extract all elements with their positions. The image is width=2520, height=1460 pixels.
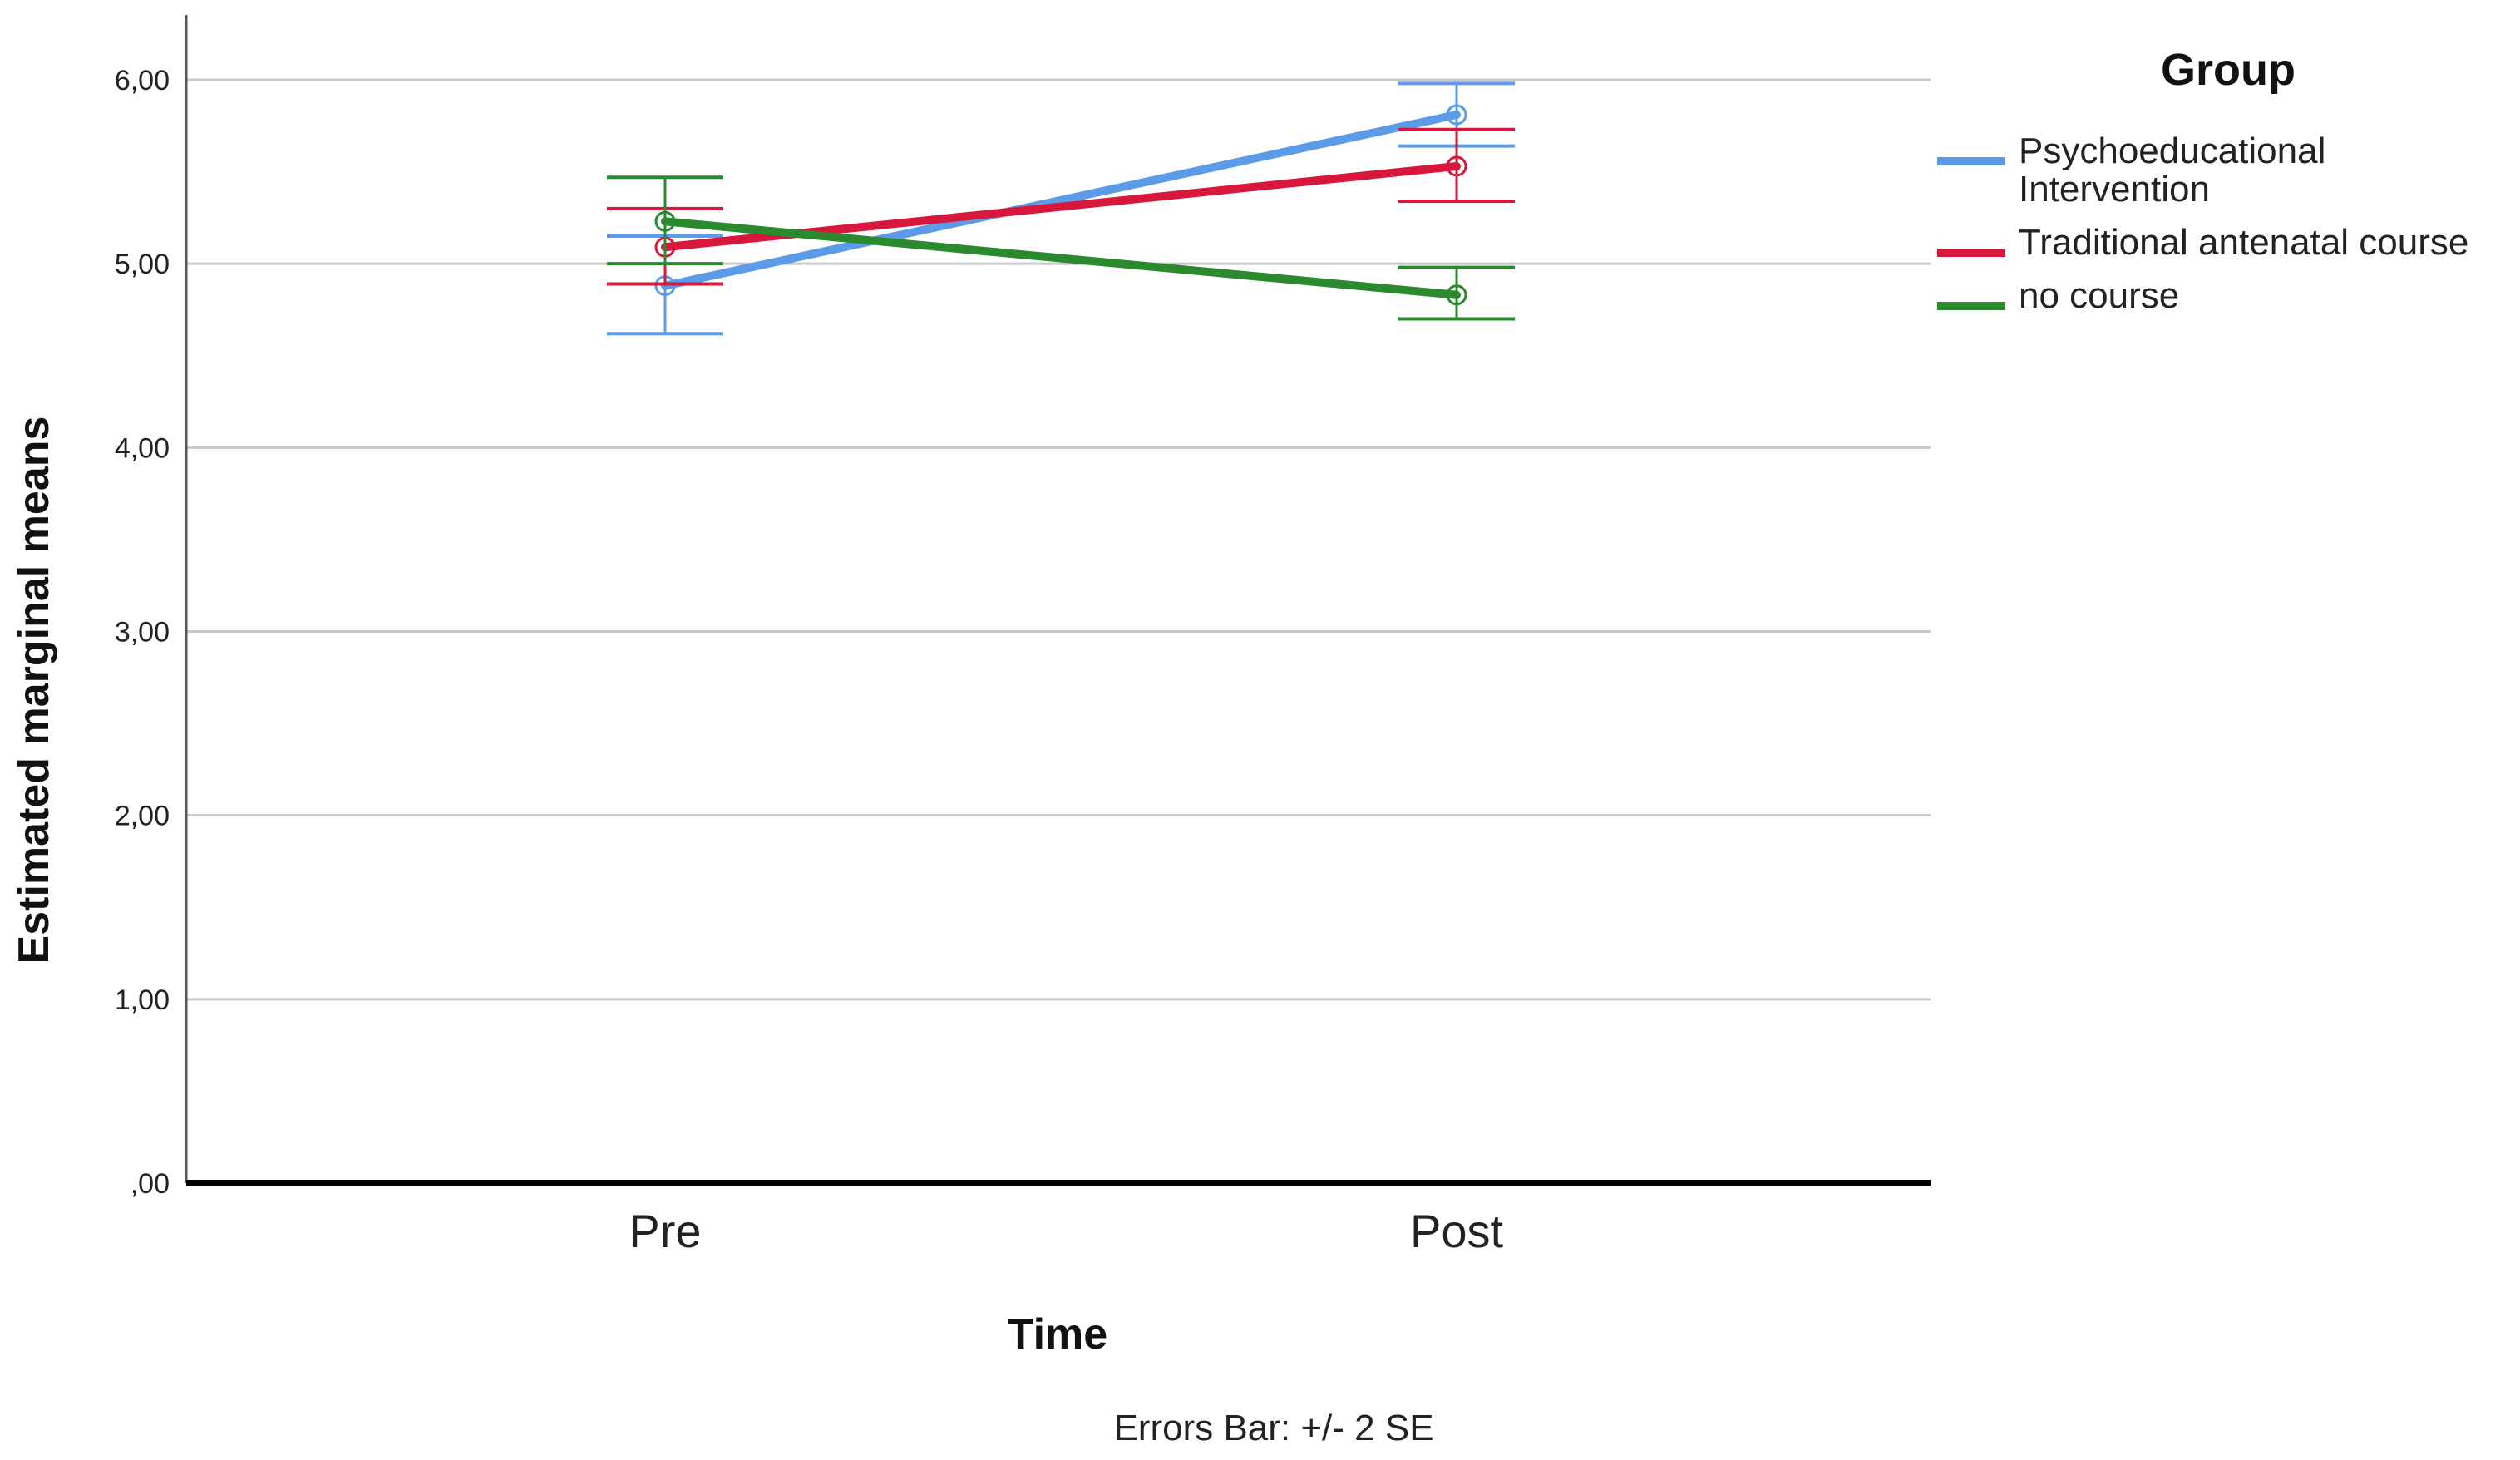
error-bar-footnote: Errors Bar: +/- 2 SE [1113,1408,1433,1448]
legend-label-line: Psychoeducational [2019,131,2325,171]
legend-label-line: no course [2019,275,2179,316]
y-tick-label: 2,00 [115,801,170,832]
y-tick-label: 1,00 [115,984,170,1016]
series-line [661,111,1461,290]
y-tick-label: ,00 [131,1168,170,1200]
legend: Group Psychoeducational Intervention Tradi… [1937,45,2468,316]
legend-label-line: Traditional antenatal course [2019,222,2468,263]
data-point [1446,104,1467,126]
data-point [1446,155,1467,177]
series [607,81,1515,336]
y-tick-label: 5,00 [115,249,170,280]
y-tick-label: 6,00 [115,65,170,96]
data-point [654,210,676,232]
legend-label-line: Intervention [2019,169,2210,210]
series-group [607,175,1515,321]
x-tick-labels: Pre Post [629,1205,1503,1257]
axes [185,15,1931,1186]
y-tick-label: 3,00 [115,617,170,649]
x-tick-label: Pre [629,1205,701,1257]
legend-entry: Psychoeducational Intervention [1937,131,2325,210]
legend-entry: Traditional antenatal course [1937,222,2468,263]
legend-label: no course [2019,275,2179,316]
y-tick-labels: ,00 1,00 2,00 3,00 4,00 5,00 6,00 [115,65,170,1200]
legend-title: Group [2161,45,2296,95]
x-tick-label: Post [1410,1205,1503,1257]
legend-label: Psychoeducational Intervention [2019,131,2325,210]
legend-entry: no course [1937,275,2179,316]
gridlines [186,78,1931,1001]
y-tick-label: 4,00 [115,432,170,464]
series-line [661,217,1461,299]
x-axis-title: Time [1008,1310,1107,1359]
legend-label: Traditional antenatal course [2019,222,2468,263]
y-axis-title: Estimated marginal means [10,417,58,964]
data-point [1446,284,1467,306]
